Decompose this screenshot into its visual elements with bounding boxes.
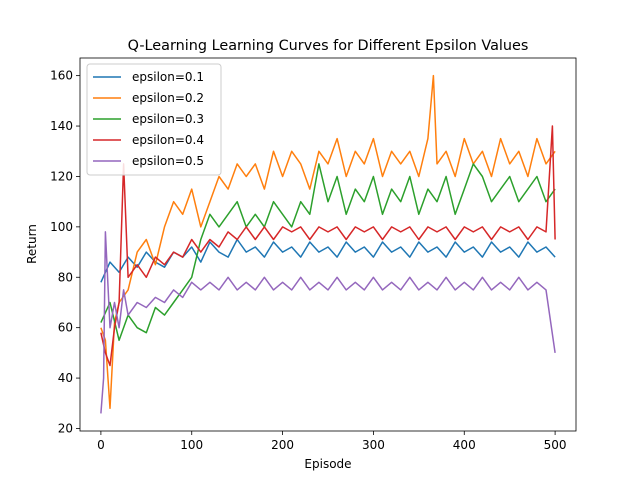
legend-label-1: epsilon=0.1 (132, 70, 204, 84)
y-axis: 20 40 60 80 100 120 140 160 (50, 69, 80, 435)
plot-lines (100, 74, 556, 414)
series-line-3 (100, 163, 556, 342)
x-tick-label: 100 (180, 438, 203, 452)
x-tick-label: 200 (271, 438, 294, 452)
legend-box (86, 63, 222, 176)
legend-label-4: epsilon=0.4 (132, 133, 204, 147)
y-tick-label: 120 (50, 169, 73, 183)
x-tick-label: 300 (362, 438, 385, 452)
y-tick-label: 160 (50, 69, 73, 83)
plot-frame (79, 57, 577, 432)
y-axis-label: Return (25, 224, 39, 264)
series-line-2 (100, 74, 556, 410)
x-tick-label: 500 (544, 438, 567, 452)
series-line-4 (100, 125, 556, 367)
legend-label-5: epsilon=0.5 (132, 154, 204, 168)
x-axis-label: Episode (304, 457, 351, 471)
x-tick-label: 0 (97, 438, 105, 452)
legend-label-3: epsilon=0.3 (132, 112, 204, 126)
x-tick-label: 400 (453, 438, 476, 452)
y-tick-label: 60 (58, 321, 73, 335)
y-tick-label: 40 (58, 371, 73, 385)
x-axis: 0 100 200 300 400 500 (97, 431, 567, 452)
y-tick-label: 80 (58, 270, 73, 284)
y-tick-label: 140 (50, 119, 73, 133)
legend-label-2: epsilon=0.2 (132, 91, 204, 105)
y-tick-label: 20 (58, 421, 73, 435)
legend: epsilon=0.1 epsilon=0.2 epsilon=0.3 epsilon… (86, 63, 222, 176)
series-line-5 (100, 231, 556, 414)
y-tick-label: 100 (50, 220, 73, 234)
chart-title: Q-Learning Learning Curves for Different… (128, 38, 529, 54)
